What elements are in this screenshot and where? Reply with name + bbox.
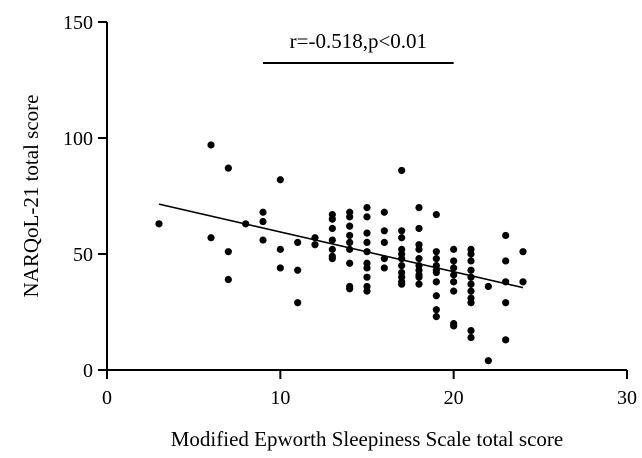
data-point — [450, 278, 458, 286]
y-axis-title: NARQoL-21 total score — [19, 95, 43, 298]
x-tick-label: 10 — [270, 387, 290, 409]
data-point — [432, 210, 440, 219]
data-point — [467, 326, 475, 335]
data-point — [502, 299, 510, 307]
data-point — [415, 255, 423, 263]
data-point — [346, 259, 354, 267]
data-point — [363, 273, 371, 281]
x-tick-label: 0 — [102, 387, 112, 409]
data-point — [467, 257, 475, 265]
data-point — [467, 287, 475, 295]
data-point — [398, 227, 406, 235]
data-points — [155, 141, 527, 365]
data-point — [502, 231, 510, 240]
x-axis-title: Modified Epworth Sleepiness Scale total … — [171, 427, 564, 451]
data-point — [207, 234, 215, 242]
data-point — [363, 264, 371, 272]
data-point — [467, 250, 475, 258]
data-point — [450, 271, 458, 279]
data-point — [450, 264, 458, 272]
data-point — [346, 222, 354, 230]
data-point — [398, 262, 406, 270]
data-point — [484, 282, 492, 291]
data-point — [276, 264, 284, 272]
data-point — [415, 245, 423, 253]
data-point — [276, 245, 284, 253]
data-point — [484, 357, 492, 365]
data-point — [259, 217, 267, 226]
data-point — [328, 224, 336, 233]
data-point — [294, 238, 302, 246]
data-point — [294, 299, 302, 307]
data-point — [224, 164, 232, 172]
data-point — [259, 236, 267, 244]
data-point — [432, 313, 440, 321]
data-point — [328, 236, 336, 244]
data-point — [432, 306, 440, 314]
data-point — [328, 245, 336, 253]
data-point — [450, 322, 458, 330]
y-tick-label: 150 — [63, 12, 93, 34]
data-point — [398, 280, 406, 288]
data-point — [363, 238, 371, 246]
data-point — [432, 268, 440, 277]
y-tick-label: 100 — [63, 128, 93, 150]
data-point — [276, 176, 284, 184]
data-point — [346, 213, 354, 221]
data-point — [432, 255, 440, 263]
data-point — [346, 231, 354, 240]
data-point — [415, 204, 423, 212]
data-point — [415, 224, 423, 233]
data-point — [450, 287, 458, 295]
data-point — [363, 287, 371, 295]
data-point — [380, 208, 388, 216]
data-point — [346, 285, 354, 293]
data-point — [519, 248, 527, 256]
data-point — [467, 299, 475, 307]
y-tick-label: 50 — [73, 244, 93, 266]
x-axis-ticks: 0 10 20 30 — [102, 370, 637, 409]
y-axis-ticks: 0 50 100 150 — [63, 12, 107, 382]
data-point — [398, 234, 406, 242]
regression-line — [158, 203, 524, 289]
y-tick-label: 0 — [83, 360, 93, 382]
data-point — [502, 336, 510, 344]
data-point — [363, 229, 371, 237]
data-point — [328, 255, 336, 263]
data-point — [432, 278, 440, 286]
data-point — [467, 266, 475, 274]
data-point — [415, 280, 423, 288]
x-tick-label: 30 — [617, 387, 637, 409]
data-point — [294, 266, 302, 274]
data-point — [346, 238, 354, 246]
data-point — [155, 220, 163, 228]
data-point — [467, 333, 475, 342]
data-point — [519, 278, 527, 286]
data-point — [328, 215, 336, 223]
correlation-annotation: r=-0.518,p<0.01 — [290, 29, 427, 53]
data-point — [380, 227, 388, 235]
data-point — [502, 257, 510, 265]
data-point — [398, 166, 406, 175]
data-point — [450, 245, 458, 253]
data-point — [380, 238, 388, 246]
x-tick-label: 20 — [444, 387, 464, 409]
data-point — [363, 204, 371, 212]
data-point — [224, 275, 232, 284]
data-point — [259, 208, 267, 216]
data-point — [363, 213, 371, 221]
data-point — [224, 248, 232, 256]
data-point — [432, 248, 440, 256]
data-point — [207, 141, 215, 149]
data-point — [467, 280, 475, 288]
data-point — [450, 257, 458, 265]
data-point — [432, 292, 440, 300]
data-point — [311, 241, 319, 249]
data-point — [415, 273, 423, 281]
data-point — [380, 264, 388, 272]
